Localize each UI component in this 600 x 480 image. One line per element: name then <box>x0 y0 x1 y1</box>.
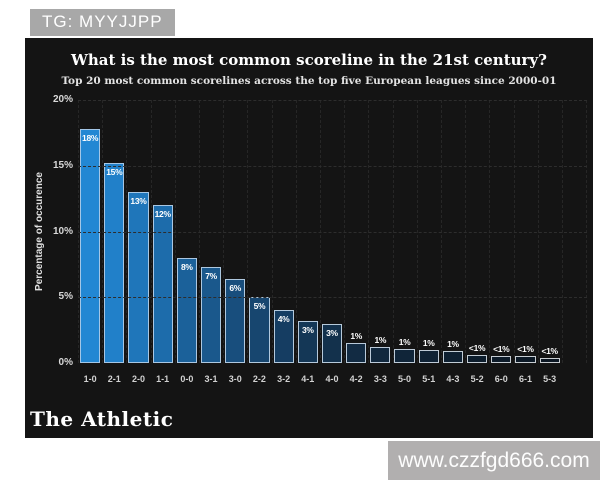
bar-slot: <1% <box>465 100 489 363</box>
bar-slot: 6% <box>223 100 247 363</box>
bar-value-label: 5% <box>253 301 266 311</box>
bar-slot: <1% <box>538 100 562 363</box>
x-tick-label: 2-2 <box>252 374 266 384</box>
watermark-banner: www.czzfgd666.com <box>388 441 600 480</box>
bar <box>176 258 197 363</box>
y-tick-label: 5% <box>58 291 73 303</box>
x-tick-label: 5-1 <box>422 374 436 384</box>
bar-value-label: 1% <box>374 335 387 345</box>
bar <box>104 163 125 363</box>
bar-value-label: 13% <box>130 196 147 206</box>
x-tick-label: 4-0 <box>325 374 339 384</box>
bar-slot: 7% <box>199 100 223 363</box>
bar-slot: 1% <box>441 100 465 363</box>
x-tick-label: 1-0 <box>83 374 97 384</box>
bar-value-label: 6% <box>229 283 242 293</box>
bar-slot: 8% <box>175 100 199 363</box>
bar <box>515 356 536 363</box>
chart-title: What is the most common scoreline in the… <box>71 51 547 69</box>
bar-slot: 1% <box>417 100 441 363</box>
bar-slot: 1% <box>368 100 392 363</box>
x-tick-label: 5-3 <box>543 374 557 384</box>
x-tick-label: 6-0 <box>494 374 508 384</box>
y-tick-label: 0% <box>58 357 73 368</box>
y-tick-label: 10% <box>52 225 73 237</box>
bar <box>346 343 367 363</box>
bar-value-label: 1% <box>398 337 411 347</box>
bar-slot: 12% <box>151 100 175 363</box>
x-tick-label: 2-1 <box>107 374 121 384</box>
bar-value-label: 12% <box>154 209 171 219</box>
bar-value-label: 1% <box>422 338 435 348</box>
bar <box>321 324 343 363</box>
bar <box>491 356 512 363</box>
bar-value-label: 15% <box>106 167 123 177</box>
x-tick-label: 4-3 <box>446 374 460 384</box>
bar-value-label: 1% <box>447 339 459 349</box>
y-tick-label: 20% <box>52 94 73 105</box>
bar <box>128 192 149 363</box>
gridline-horizontal <box>78 165 587 167</box>
x-tick-label: 6-1 <box>518 374 532 384</box>
bar <box>539 358 560 363</box>
bar <box>80 129 101 363</box>
bar-slot: 1% <box>344 100 368 363</box>
x-tick-label: 4-1 <box>301 374 315 384</box>
bar <box>370 347 391 363</box>
promo-badge-text: TG: MYYJJPP <box>42 12 163 31</box>
bar-slot: 15% <box>102 100 126 363</box>
x-axis-ticks: 1-0 2-1 2-0 1-1 0-0 3-1 3-0 2-2 3-2 4-1 4-0 4-2 3-3 5… <box>78 374 562 384</box>
plot-area: 18% 15% 13% 12% 8% 7% 6% 5% 4% 3% 3% 1% 1% 1% 1% 1% <1% <… <box>78 100 588 363</box>
x-tick-label: 5-0 <box>398 374 412 384</box>
bar-slot: 4% <box>272 100 296 363</box>
x-tick-label: 2-0 <box>131 374 145 384</box>
bar-slot: 3% <box>320 100 344 363</box>
bar-value-label: 4% <box>277 314 290 324</box>
bar-slot: <1% <box>513 100 537 363</box>
bar <box>394 349 415 363</box>
bar <box>225 279 246 363</box>
bar <box>297 321 318 363</box>
bars-container: 18% 15% 13% 12% 8% 7% 6% 5% 4% 3% 3% 1% 1% 1% 1% 1% <1% <… <box>78 100 562 363</box>
bar-slot: 18% <box>78 100 102 363</box>
chart-subtitle: Top 20 most common scorelines across the… <box>61 75 557 87</box>
bar-slot: 13% <box>126 100 150 363</box>
bar-value-label: 7% <box>205 271 217 281</box>
bar-value-label: <1% <box>517 344 534 354</box>
x-tick-label: 3-1 <box>204 374 218 384</box>
x-tick-label: 0-0 <box>180 374 194 384</box>
x-tick-label: 3-0 <box>228 374 242 384</box>
publisher-logo: The Athletic <box>30 407 174 431</box>
gridline-horizontal <box>78 231 587 233</box>
gridline-horizontal <box>78 297 587 299</box>
chart-panel: What is the most common scoreline in the… <box>25 38 593 438</box>
x-tick-label: 4-2 <box>349 374 363 384</box>
bar <box>273 310 294 363</box>
bar-slot: 1% <box>392 100 416 363</box>
bar-value-label: <1% <box>468 343 486 353</box>
x-tick-label: 1-1 <box>156 374 170 384</box>
bar-slot: <1% <box>489 100 513 363</box>
y-tick-label: 15% <box>52 159 73 171</box>
bar <box>418 350 439 363</box>
bar-value-label: 18% <box>82 133 99 143</box>
bar-value-label: 8% <box>181 262 193 272</box>
bar <box>442 351 463 363</box>
bar <box>152 205 173 363</box>
bar-value-label: 3% <box>326 328 338 338</box>
bar-value-label: 1% <box>350 331 362 341</box>
bar-value-label: 3% <box>301 325 314 335</box>
gridline-horizontal <box>78 100 587 101</box>
bar <box>200 267 222 363</box>
bar-value-label: <1% <box>493 344 510 354</box>
x-tick-label: 3-3 <box>373 374 387 384</box>
promo-badge: TG: MYYJJPP <box>30 9 175 36</box>
x-tick-label: 3-2 <box>277 374 291 384</box>
bar-slot: 3% <box>296 100 320 363</box>
bar <box>467 355 488 363</box>
bar-value-label: <1% <box>541 346 558 356</box>
x-tick-label: 5-2 <box>470 374 484 384</box>
watermark-text: www.czzfgd666.com <box>398 448 590 472</box>
